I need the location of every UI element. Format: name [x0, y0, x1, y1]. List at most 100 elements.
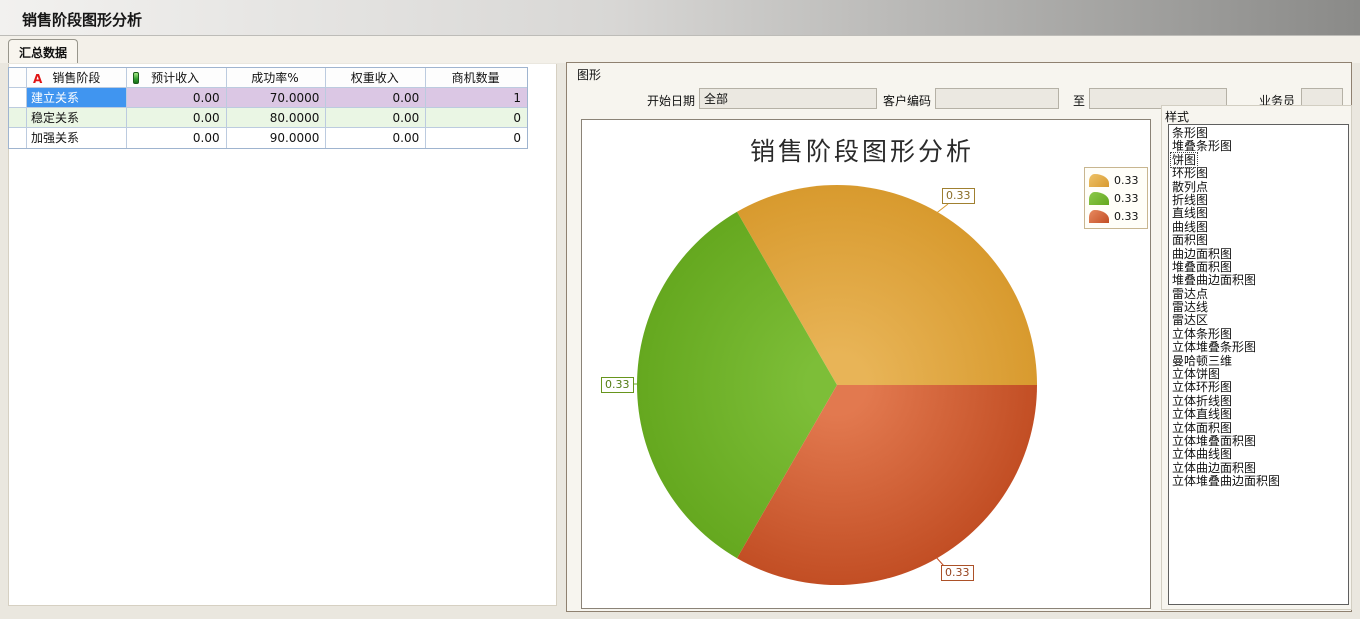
style-list-item[interactable]: 雷达区: [1172, 313, 1209, 328]
style-list-item[interactable]: 环形图: [1172, 166, 1209, 181]
salesman-input[interactable]: [1301, 88, 1343, 109]
style-list-item[interactable]: 曼哈顿三维: [1172, 353, 1233, 368]
tab-label: 汇总数据: [19, 46, 68, 60]
cell-weighted-income[interactable]: 0.00: [326, 128, 427, 148]
pie-label-red: 0.33: [941, 565, 974, 581]
legend-swatch-green-icon: [1089, 191, 1109, 205]
cell-opportunity-count[interactable]: 0: [426, 128, 528, 148]
style-list-item[interactable]: 立体条形图: [1172, 326, 1233, 341]
start-date-label: 开始日期: [647, 94, 696, 108]
titlebar: 销售阶段图形分析: [0, 0, 1360, 36]
header-cell-expected-income[interactable]: 预计收入: [126, 68, 227, 88]
table-header-row: A 销售阶段 预计收入 成功率% 权重收入 商机数量: [9, 68, 528, 88]
tabstrip: 汇总数据: [0, 36, 1360, 63]
cell-opportunity-count[interactable]: 0: [426, 108, 528, 128]
cell-success-rate[interactable]: 80.0000: [226, 108, 327, 128]
legend-item: 0.33: [1089, 207, 1143, 225]
pie-label-orange: 0.33: [942, 188, 975, 204]
table-row: 建立关系 0.00 70.0000 0.00 1: [9, 88, 528, 108]
start-date-input[interactable]: [699, 88, 877, 109]
style-list-item[interactable]: 雷达线: [1172, 300, 1209, 315]
cell-stage[interactable]: 稳定关系: [26, 108, 127, 128]
style-list-item[interactable]: 立体曲边面积图: [1172, 460, 1257, 475]
summary-table: A 销售阶段 预计收入 成功率% 权重收入 商机数量 建立关系 0.00 70.…: [8, 67, 528, 149]
customer-code-to-input[interactable]: [1089, 88, 1227, 109]
header-label: 成功率%: [251, 71, 299, 85]
cell-weighted-income[interactable]: 0.00: [326, 88, 427, 108]
filter-pill-icon: [132, 72, 139, 84]
row-indicator: [9, 128, 27, 148]
panel-splitter[interactable]: [557, 64, 566, 606]
salesman-label: 业务员: [1259, 94, 1296, 108]
style-list-item[interactable]: 堆叠面积图: [1172, 259, 1233, 274]
customer-code-input[interactable]: [935, 88, 1059, 109]
legend-swatch-orange-icon: [1089, 173, 1109, 187]
style-list-item[interactable]: 雷达点: [1172, 286, 1209, 301]
style-list-item[interactable]: 立体堆叠面积图: [1172, 433, 1257, 448]
row-indicator: [9, 108, 27, 128]
graph-group-label: 图形: [577, 68, 602, 82]
customer-code-label: 客户编码: [883, 94, 932, 108]
cell-expected-income[interactable]: 0.00: [126, 108, 227, 128]
tab-summary-data[interactable]: 汇总数据: [8, 39, 79, 63]
style-list-item[interactable]: 面积图: [1172, 233, 1209, 248]
cell-opportunity-count[interactable]: 1: [426, 88, 528, 108]
legend-value: 0.33: [1114, 191, 1139, 205]
cell-expected-income[interactable]: 0.00: [126, 88, 227, 108]
pie-slice-orange: [737, 185, 1037, 385]
header-label: 预计收入: [151, 71, 200, 85]
pie-slice-green: [637, 211, 837, 559]
legend-swatch-red-icon: [1089, 209, 1109, 223]
style-list-item[interactable]: 立体饼图: [1172, 367, 1221, 382]
cell-stage[interactable]: 建立关系: [26, 88, 127, 108]
style-groupbox: 样式 条形图 堆叠条形图 饼图 环形图 散列点 折线图 直线图 曲线图 面积图 …: [1161, 105, 1352, 610]
legend-item: 0.33: [1089, 189, 1143, 207]
legend-value: 0.33: [1114, 209, 1139, 223]
style-list-item[interactable]: 立体直线图: [1172, 407, 1233, 422]
style-list-item-selected[interactable]: 饼图: [1169, 151, 1199, 168]
row-indicator: [9, 88, 27, 108]
table-row: 稳定关系 0.00 80.0000 0.00 0: [9, 108, 528, 128]
cell-stage[interactable]: 加强关系: [26, 128, 127, 148]
style-list: 条形图 堆叠条形图 饼图 环形图 散列点 折线图 直线图 曲线图 面积图 曲边面…: [1168, 124, 1349, 605]
style-list-item[interactable]: 立体环形图: [1172, 380, 1233, 395]
style-list-item[interactable]: 散列点: [1172, 179, 1209, 194]
style-list-item[interactable]: 立体曲线图: [1172, 447, 1233, 462]
header-cell-weighted-income[interactable]: 权重收入: [326, 68, 427, 88]
style-list-item[interactable]: 立体折线图: [1172, 393, 1233, 408]
legend-item: 0.33: [1089, 171, 1143, 189]
row-indicator-header: [9, 68, 27, 88]
pie-label-green: 0.33: [601, 377, 634, 393]
chart-legend: 0.33 0.33 0.33: [1084, 167, 1148, 229]
window-title: 销售阶段图形分析: [22, 11, 143, 29]
cell-expected-income[interactable]: 0.00: [126, 128, 227, 148]
graph-groupbox: 图形 开始日期 客户编码 至 业务员 销售阶段图形分析: [566, 62, 1352, 612]
leader-line-red: [934, 555, 945, 567]
style-list-item[interactable]: 曲边面积图: [1172, 246, 1233, 261]
pie-slice-red: [737, 385, 1037, 585]
leader-line-orange: [933, 203, 949, 216]
header-label: 销售阶段: [52, 71, 101, 85]
legend-value: 0.33: [1114, 173, 1139, 187]
table-row: 加强关系 0.00 90.0000 0.00 0: [9, 128, 528, 148]
header-cell-opportunity-count[interactable]: 商机数量: [426, 68, 528, 88]
style-list-item[interactable]: 立体面积图: [1172, 420, 1233, 435]
pie-chart-svg: [626, 185, 1037, 585]
style-list-item[interactable]: 堆叠条形图: [1172, 139, 1233, 154]
style-list-item[interactable]: 立体堆叠条形图: [1172, 340, 1257, 355]
style-list-item[interactable]: 曲线图: [1172, 219, 1209, 234]
style-list-item[interactable]: 堆叠曲边面积图: [1172, 273, 1257, 288]
style-list-item[interactable]: 折线图: [1172, 192, 1209, 207]
cell-success-rate[interactable]: 70.0000: [226, 88, 327, 108]
cell-success-rate[interactable]: 90.0000: [226, 128, 327, 148]
header-cell-stage[interactable]: A 销售阶段: [26, 68, 127, 88]
style-list-item[interactable]: 条形图: [1172, 126, 1209, 140]
header-cell-success-rate[interactable]: 成功率%: [226, 68, 327, 88]
header-label: 权重收入: [350, 71, 399, 85]
header-label: 商机数量: [451, 71, 500, 85]
sort-a-icon: A: [32, 72, 43, 86]
style-list-item[interactable]: 直线图: [1172, 206, 1209, 221]
cell-weighted-income[interactable]: 0.00: [326, 108, 427, 128]
style-list-item[interactable]: 立体堆叠曲边面积图: [1172, 474, 1281, 489]
